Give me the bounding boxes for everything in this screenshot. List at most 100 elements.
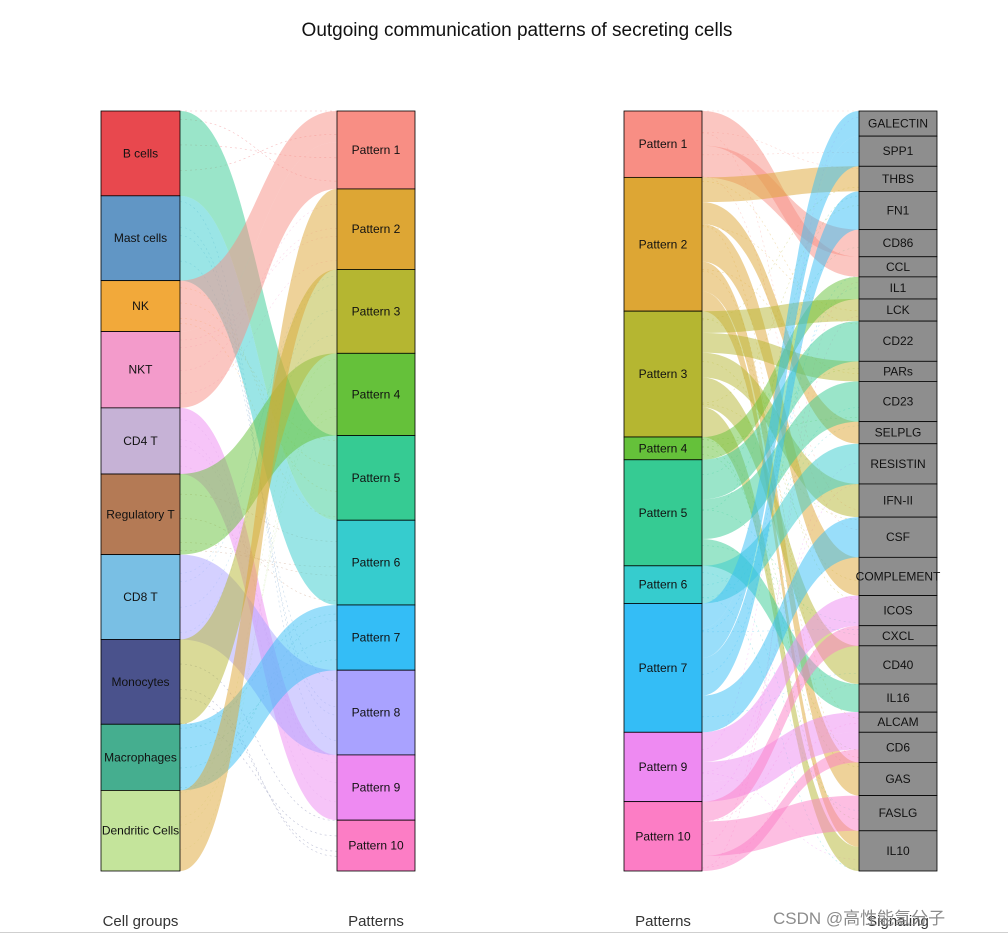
alluvial-patterns-to-signaling: Pattern 1 Pattern 2 Pattern 3 Pattern 4 Patt… [623, 110, 941, 930]
right-node-label: GALECTIN [868, 117, 928, 131]
flow-dendritic-cells-to-pattern-2 [180, 188, 337, 871]
right-node-label: CXCL [882, 629, 914, 643]
left-node-regulatory-t [100, 473, 181, 556]
right-node-label: ALCAM [877, 715, 918, 729]
right-node-cd40 [858, 645, 938, 685]
right-node-pattern-7 [336, 604, 416, 671]
alluvial-cells-to-patterns: B cells Mast cells NK NKT CD4 T Regulatory T C… [100, 110, 416, 930]
flow-pattern-9-to-alcam [702, 712, 859, 782]
right-node-pattern-9 [336, 754, 416, 821]
right-node-pattern-8 [336, 669, 416, 756]
flow-streak [701, 131, 860, 169]
left-node-pattern-1 [623, 110, 703, 178]
left-node-label: Regulatory T [106, 507, 175, 521]
right-node-label: CD22 [883, 334, 914, 348]
left-node-label: B cells [123, 146, 158, 160]
left-node-dendritic-cells [100, 790, 181, 872]
left-node-cd8-t [100, 554, 181, 640]
flow-nkt-to-pattern-1 [180, 142, 337, 408]
left-node-label: Macrophages [104, 750, 177, 764]
flows [180, 111, 337, 871]
axis-label-right: Signaling [867, 913, 929, 930]
flow-pattern-7-to-csf [702, 517, 859, 733]
left-node-label: CD8 T [123, 590, 158, 604]
left-node-label: Mast cells [114, 231, 167, 245]
right-node-label: Pattern 5 [352, 471, 401, 485]
left-node-cd4-t [100, 407, 181, 475]
right-node-label: PARs [883, 364, 913, 378]
right-node-cd23 [858, 381, 938, 423]
flow-streak [179, 119, 338, 182]
flows [702, 111, 859, 871]
right-node-il10 [858, 830, 938, 872]
right-node-label: CCL [886, 260, 910, 274]
flow-streak [701, 195, 860, 511]
right-node-label: Pattern 4 [352, 387, 401, 401]
left-node-nk [100, 280, 181, 332]
left-node-label: Pattern 1 [639, 137, 688, 151]
right-node-cd6 [858, 731, 938, 763]
right-node-label: IFN-II [883, 494, 913, 508]
left-node-pattern-5 [623, 459, 703, 567]
flow-pattern-7-to-galectin [702, 111, 859, 629]
right-node-label: FASLG [879, 806, 918, 820]
right-node-pattern-2 [336, 188, 416, 270]
watermark-text: CSDN @高性能氢分子 [773, 909, 946, 928]
chart-title: Outgoing communication patterns of secre… [301, 20, 733, 41]
right-node-label: IL1 [890, 281, 907, 295]
right-node-label: THBS [882, 172, 914, 186]
left-node-label: Pattern 4 [639, 441, 688, 455]
flow-pattern-1-to-cd86 [702, 145, 859, 257]
left-node-pattern-3 [623, 310, 703, 438]
right-node-label: ICOS [883, 604, 912, 618]
bottom-divider [0, 932, 1008, 933]
flow-streak [179, 723, 338, 837]
right-node-label: RESISTIN [870, 457, 925, 471]
right-node-cd86 [858, 229, 938, 258]
right-node-label: GAS [885, 772, 910, 786]
right-node-pattern-6 [336, 519, 416, 606]
right-node-label: SELPLG [875, 426, 922, 440]
flow-streak [701, 407, 860, 599]
left-node-b-cells [100, 110, 181, 197]
right-node-label: LCK [886, 303, 909, 317]
left-node-macrophages [100, 723, 181, 791]
axis-label-left: Patterns [635, 913, 691, 930]
right-node-label: CD23 [883, 395, 914, 409]
right-node-thbs [858, 165, 938, 192]
left-node-label: Pattern 6 [639, 578, 688, 592]
left-node-label: Pattern 5 [639, 506, 688, 520]
left-node-label: CD4 T [123, 434, 158, 448]
flow-streak [179, 689, 338, 857]
left-node-label: Pattern 10 [635, 829, 691, 843]
right-node-label: CD86 [883, 236, 914, 250]
right-node-label: Pattern 1 [352, 143, 401, 157]
right-node-cd22 [858, 320, 938, 362]
right-node-fn1 [858, 191, 938, 231]
right-node-label: COMPLEMENT [856, 569, 941, 583]
left-node-label: Pattern 2 [639, 237, 688, 251]
right-node-label: Pattern 2 [352, 222, 401, 236]
axis-label-left: Cell groups [103, 913, 179, 930]
right-node-icos [858, 595, 938, 627]
flow-pattern-2-to-il10 [702, 291, 859, 847]
right-node-label: CSF [886, 530, 910, 544]
left-node-monocytes [100, 639, 181, 725]
left-node-label: NKT [129, 363, 154, 377]
left-node-label: Pattern 9 [639, 760, 688, 774]
flow-nk-to-pattern-1 [180, 111, 337, 332]
right-node-label: Pattern 6 [352, 556, 401, 570]
left-node-mast-cells [100, 195, 181, 282]
right-node-complement [858, 556, 938, 596]
right-node-pattern-3 [336, 269, 416, 354]
left-node-label: NK [132, 299, 149, 313]
flow-streak [179, 134, 338, 171]
right-node-label: IL10 [886, 844, 910, 858]
flow-pattern-7-to-fn1 [702, 191, 859, 696]
flow-streak [701, 225, 860, 758]
right-node-label: Pattern 8 [352, 706, 401, 720]
right-node-label: CD6 [886, 740, 910, 754]
right-node-pattern-10 [336, 819, 416, 872]
right-node-label: SPP1 [883, 144, 914, 158]
